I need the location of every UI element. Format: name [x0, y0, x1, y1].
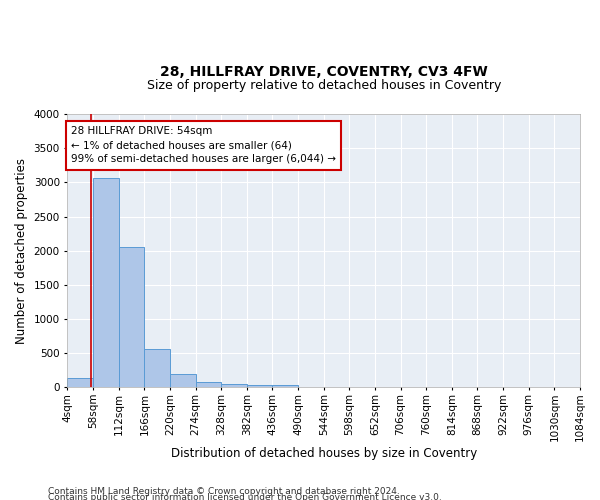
Bar [93, 178, 119, 388]
Text: Contains public sector information licensed under the Open Government Licence v3: Contains public sector information licen… [48, 492, 442, 500]
Bar [221, 384, 247, 388]
Bar [170, 374, 196, 388]
Bar [196, 382, 221, 388]
Y-axis label: Number of detached properties: Number of detached properties [15, 158, 28, 344]
Bar [119, 246, 145, 388]
Title: Size of property relative to detached houses in Coventry: Size of property relative to detached ho… [146, 79, 501, 92]
Bar [145, 349, 170, 388]
Text: 28 HILLFRAY DRIVE: 54sqm
← 1% of detached houses are smaller (64)
99% of semi-de: 28 HILLFRAY DRIVE: 54sqm ← 1% of detache… [71, 126, 336, 164]
X-axis label: Distribution of detached houses by size in Coventry: Distribution of detached houses by size … [170, 447, 477, 460]
Bar [67, 378, 93, 388]
Bar [247, 384, 272, 388]
Bar [272, 384, 298, 388]
Text: Contains HM Land Registry data © Crown copyright and database right 2024.: Contains HM Land Registry data © Crown c… [48, 486, 400, 496]
Text: 28, HILLFRAY DRIVE, COVENTRY, CV3 4FW: 28, HILLFRAY DRIVE, COVENTRY, CV3 4FW [160, 64, 488, 78]
